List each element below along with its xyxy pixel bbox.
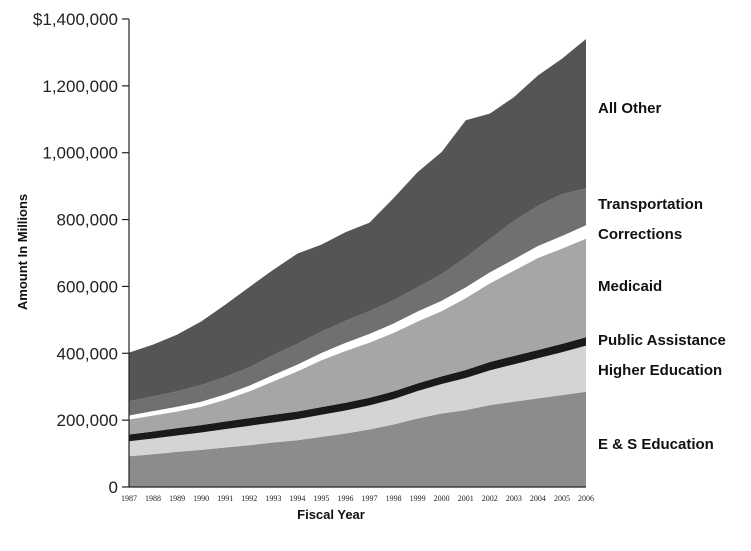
series-label-medicaid: Medicaid (598, 278, 662, 295)
y-tick-label: 600,000 (57, 277, 118, 296)
area-public-assistance (129, 337, 586, 442)
x-tick-label: 1992 (241, 494, 257, 503)
area-layers (129, 39, 586, 487)
x-tick-label: 1995 (313, 494, 329, 503)
series-label-corrections: Corrections (598, 226, 682, 243)
x-tick-label: 2005 (554, 494, 570, 503)
area-medicaid (129, 238, 586, 435)
x-tick-label: 1997 (362, 494, 378, 503)
x-tick-labels: 1987 1988 1989 1990 1991 1992 1993 1994 1995 1996… (121, 494, 594, 503)
y-axis-title: Amount In Millions (15, 194, 30, 310)
x-axis-title: Fiscal Year (297, 507, 365, 522)
y-tick-label: 800,000 (57, 211, 118, 230)
series-label-public-assistance: Public Assistance (598, 332, 726, 349)
x-tick-label: 2002 (482, 494, 498, 503)
x-tick-label: 1988 (145, 494, 161, 503)
y-tick-label: 1,200,000 (42, 77, 118, 96)
x-tick-label: 1987 (121, 494, 137, 503)
y-tick-labels: 0 200,000 400,000 600,000 800,000 1,000,000 1,… (33, 10, 129, 497)
area-e-and-s-education (129, 391, 586, 487)
x-tick-label: 2003 (506, 494, 522, 503)
y-tick-label: 400,000 (57, 344, 118, 363)
area-higher-education (129, 345, 586, 457)
series-label-e-and-s-education: E & S Education (598, 436, 714, 453)
series-label-transportation: Transportation (598, 196, 703, 213)
axes (128, 19, 586, 488)
y-tick-label: $1,400,000 (33, 10, 118, 29)
x-tick-label: 1994 (289, 494, 305, 503)
x-tick-label: 2001 (458, 494, 474, 503)
x-tick-label: 1991 (217, 494, 233, 503)
area-all-other (129, 39, 586, 402)
x-tick-label: 2006 (578, 494, 594, 503)
series-label-all-other: All Other (598, 100, 662, 117)
x-tick-label: 2000 (434, 494, 450, 503)
y-tick-label: 1,000,000 (42, 144, 118, 163)
area-transportation (129, 188, 586, 416)
x-tick-label: 2004 (530, 494, 546, 503)
x-tick-label: 1996 (337, 494, 353, 503)
x-tick-label: 1993 (265, 494, 281, 503)
x-tick-label: 1990 (193, 494, 209, 503)
series-label-higher-education: Higher Education (598, 362, 722, 379)
series-labels: E & S Education Higher Education Public As… (598, 100, 726, 453)
x-tick-label: 1998 (386, 494, 402, 503)
x-tick-label: 1999 (410, 494, 426, 503)
y-tick-label: 0 (109, 478, 118, 497)
x-tick-label: 1989 (169, 494, 185, 503)
y-tick-label: 200,000 (57, 411, 118, 430)
